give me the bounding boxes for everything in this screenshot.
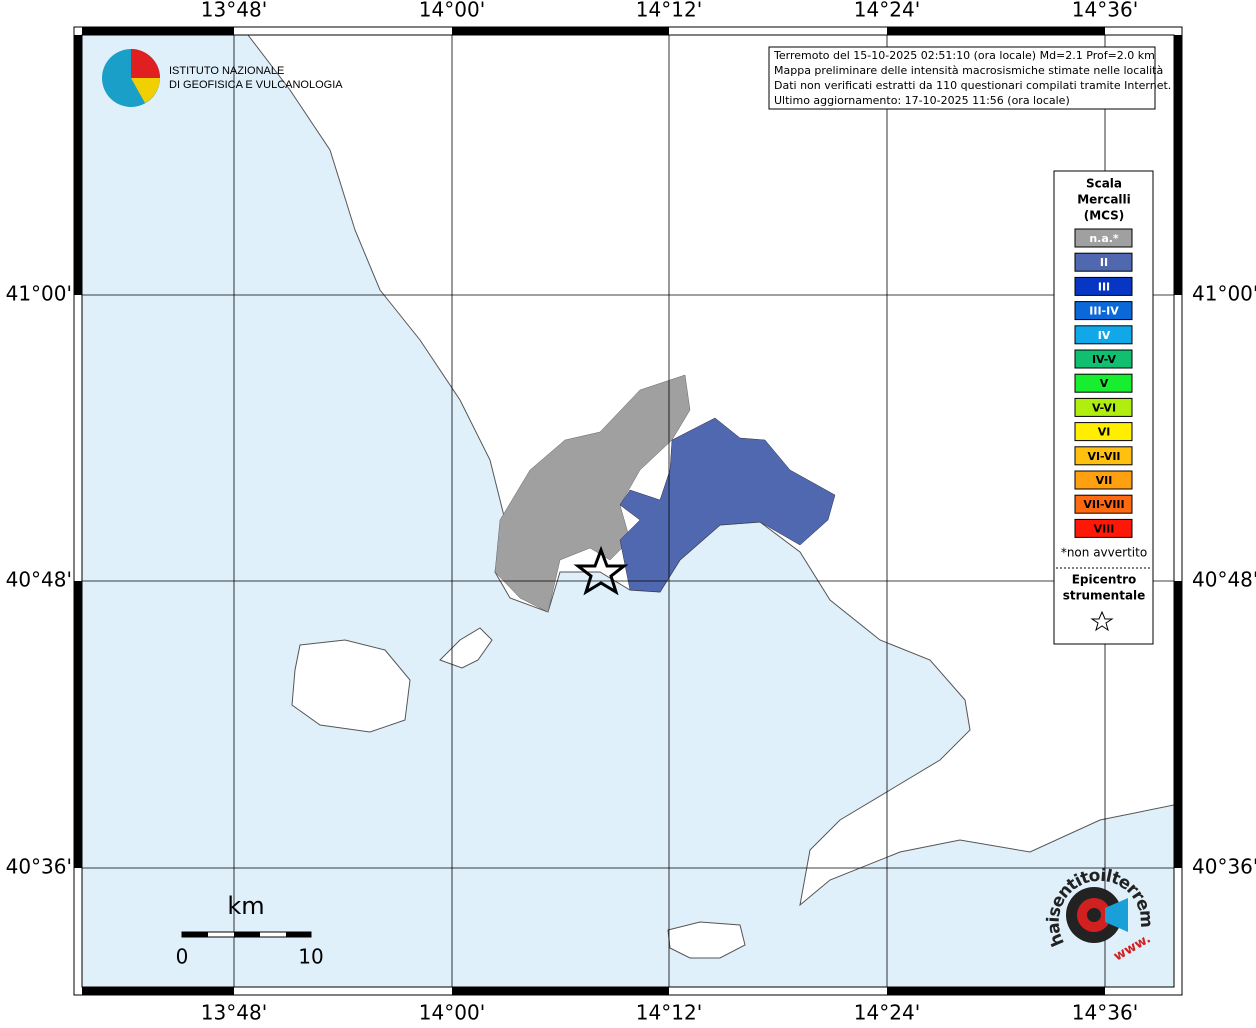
legend-swatch (1074, 446, 1133, 466)
legend-label: V (1100, 377, 1109, 390)
area-na (494, 374, 691, 613)
frame-bar (887, 987, 1105, 995)
legend-label: III-IV (1089, 305, 1119, 318)
legend-swatch (1074, 276, 1133, 296)
logo-text: ISTITUTO NAZIONALE (169, 65, 284, 77)
legend-note: *non avvertito (1061, 546, 1147, 560)
epicenter-star (573, 545, 629, 596)
badge-speaker (1105, 898, 1128, 932)
legend-label: n.a.* (1089, 232, 1119, 245)
legend-label: VIII (1094, 522, 1115, 535)
info-line: Terremoto del 15-10-2025 02:51:10 (ora l… (773, 49, 1155, 62)
legend-title: Mercalli (1077, 193, 1131, 207)
area-ii (619, 417, 836, 593)
legend-swatch (1074, 494, 1133, 514)
lat-label: 41°00' (6, 282, 72, 306)
legend-label: VI (1098, 426, 1111, 439)
legend-label: III (1098, 280, 1110, 293)
capri (667, 921, 746, 959)
frame-bar (887, 27, 1105, 35)
frame-bar (452, 987, 669, 995)
lon-label: 14°12' (636, 0, 702, 22)
scale-bar: km 0 10 (176, 892, 324, 969)
legend-label: VI-VII (1087, 450, 1120, 463)
legend-swatch (1074, 518, 1133, 538)
scale-label: 10 (298, 945, 323, 969)
frame-bar (82, 987, 234, 995)
logo-segment (131, 49, 160, 78)
info-box (768, 46, 1156, 110)
legend-label: VII-VIII (1083, 498, 1124, 511)
frame-bar (74, 35, 82, 295)
frame-bar (82, 27, 234, 35)
legend-swatch (1074, 325, 1133, 345)
legend-epicenter: Epicentro (1072, 573, 1137, 587)
frame-bar (1174, 35, 1182, 295)
info-line: Dati non verificati estratti da 110 ques… (774, 79, 1171, 92)
lon-label: 14°24' (854, 1001, 920, 1025)
frame-bar (74, 581, 82, 868)
legend-title: Scala (1086, 177, 1122, 191)
scale-bar-segment (286, 932, 311, 937)
legend-swatch (1074, 422, 1133, 442)
lat-label: 41°00' (1192, 282, 1256, 306)
logo-text: DI GEOFISICA E VULCANOLOGIA (169, 79, 343, 91)
legend-title: (MCS) (1084, 209, 1125, 223)
legend-label: IV (1098, 329, 1111, 342)
info-line: Ultimo aggiornamento: 17-10-2025 11:56 (… (774, 94, 1070, 107)
frame-bar (452, 27, 669, 35)
scale-bar-segment (182, 932, 208, 937)
lon-label: 14°00' (419, 1001, 485, 1025)
lon-label: 14°12' (636, 1001, 702, 1025)
legend-swatch (1074, 252, 1133, 272)
logo: ISTITUTO NAZIONALE DI GEOFISICA E VULCAN… (102, 49, 343, 107)
lat-label: 40°36' (1192, 855, 1256, 879)
scale-bar-segment (234, 932, 260, 937)
ischia (291, 639, 411, 733)
frame-bar (1174, 581, 1182, 868)
scale-label: 0 (176, 945, 189, 969)
lon-label: 14°24' (854, 0, 920, 22)
badge-circle (1087, 908, 1101, 922)
legend-epicenter: strumentale (1063, 589, 1146, 603)
frame (73, 26, 1183, 996)
lat-label: 40°48' (6, 568, 72, 592)
legend-label: VII (1096, 474, 1113, 487)
legend-swatch (1074, 470, 1133, 490)
lat-label: 40°36' (6, 855, 72, 879)
legend-swatch (1074, 349, 1133, 369)
procida (439, 627, 493, 669)
legend-swatch (1074, 228, 1133, 248)
legend-swatch (1074, 397, 1133, 417)
scale-unit: km (227, 892, 264, 920)
legend-star (1090, 610, 1114, 632)
legend-swatch (1074, 301, 1133, 321)
lon-label: 14°00' (419, 0, 485, 22)
legend-label: IV-V (1092, 353, 1117, 366)
lon-label: 13°48' (201, 0, 267, 22)
logo-segment (131, 78, 160, 103)
legend-swatch (1074, 373, 1133, 393)
info-line: Mappa preliminare delle intensità macros… (774, 64, 1163, 77)
inner-frame (81, 34, 1175, 988)
lon-label: 14°36' (1072, 1001, 1138, 1025)
lon-label: 14°36' (1072, 0, 1138, 22)
lat-label: 40°48' (1192, 568, 1256, 592)
lon-label: 13°48' (201, 1001, 267, 1025)
legend-label: V-VI (1092, 401, 1116, 414)
legend-label: II (1100, 256, 1108, 269)
